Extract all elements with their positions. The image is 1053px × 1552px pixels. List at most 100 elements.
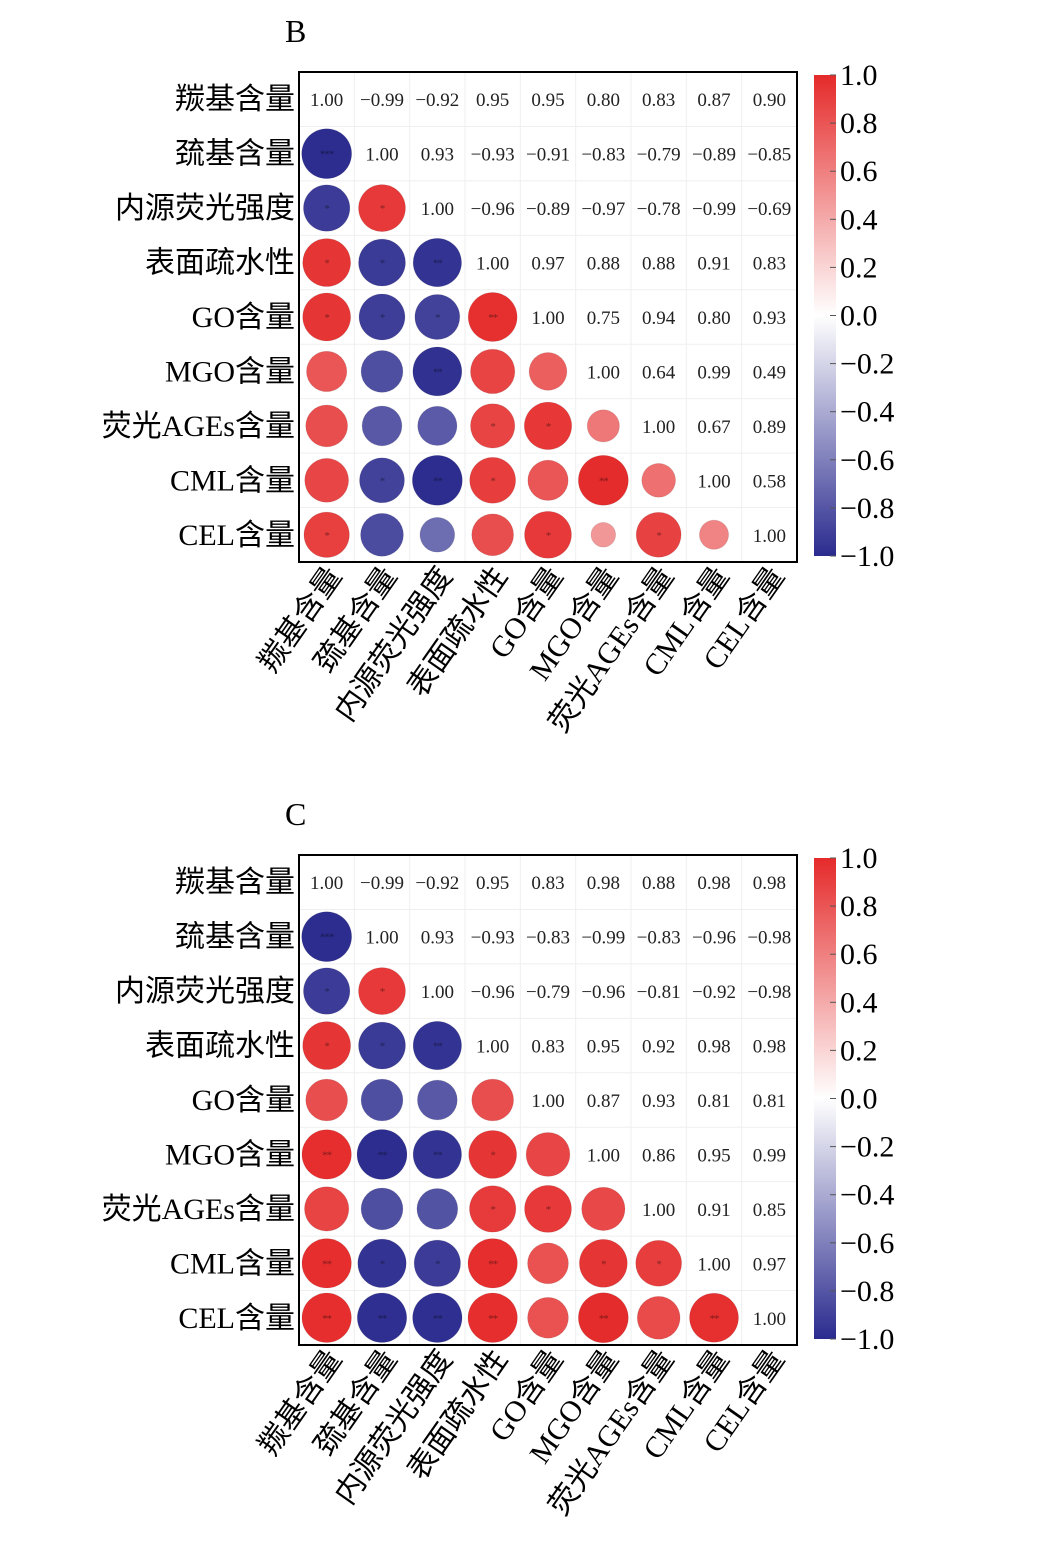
correlation-value-label: −0.96 (471, 982, 515, 1003)
colorbar-tick-label: 0.4 (840, 203, 878, 236)
correlation-circle (590, 521, 617, 548)
correlation-value-label: 0.75 (587, 308, 620, 329)
row-label: 巯基含量 (175, 138, 295, 171)
significance-mark: ** (378, 1149, 388, 1161)
correlation-circle (301, 1292, 352, 1343)
colorbar-tick-label: −0.4 (840, 1179, 894, 1212)
colorbar-tick-label: 0.2 (840, 251, 878, 284)
colorbar-tick-label: −0.4 (840, 396, 894, 429)
colorbar-tick-label: 0.6 (840, 155, 878, 188)
correlation-value-label: 1.00 (476, 254, 509, 275)
colorbar-tick-label: 0.8 (840, 107, 878, 140)
correlation-value-label: −0.83 (526, 928, 570, 949)
significance-mark: ** (322, 1313, 332, 1325)
correlation-circle (636, 1295, 681, 1340)
correlation-circle (411, 454, 463, 506)
correlation-value-label: 1.00 (365, 145, 398, 166)
correlation-value-label: −0.89 (692, 145, 736, 166)
significance-mark: * (435, 1258, 440, 1270)
correlation-circle (360, 350, 404, 393)
correlation-value-label: −0.93 (471, 928, 515, 949)
significance-mark: *** (320, 932, 334, 944)
correlation-circle (689, 1292, 739, 1343)
correlation-circle (586, 409, 620, 443)
correlation-circle (305, 1078, 349, 1122)
significance-mark: ** (488, 312, 498, 324)
row-label: 表面疏水性 (145, 247, 295, 280)
correlation-value-label: 0.95 (587, 1037, 620, 1058)
panel-label: C (285, 796, 306, 832)
correlation-value-label: −0.78 (637, 199, 681, 220)
correlation-value-label: 0.85 (753, 1200, 786, 1221)
row-label: 表面疏水性 (145, 1030, 295, 1063)
correlation-value-label: −0.91 (526, 145, 570, 166)
correlation-value-label: 1.00 (476, 1037, 509, 1058)
colorbar (814, 858, 836, 1339)
correlation-value-label: 1.00 (310, 873, 343, 894)
significance-mark: * (490, 475, 495, 487)
correlation-value-label: 0.88 (642, 254, 675, 275)
correlation-value-label: 0.64 (642, 362, 676, 383)
cell-gridlines (299, 855, 797, 1345)
correlation-circle (467, 1292, 518, 1343)
significance-mark: * (546, 421, 551, 433)
correlation-circle (412, 1020, 463, 1071)
significance-mark: * (380, 475, 385, 487)
significance-mark: * (324, 312, 329, 324)
correlation-value-label: −0.69 (747, 199, 791, 220)
correlation-value-label: 1.00 (697, 471, 730, 492)
correlation-circle (581, 1186, 626, 1232)
correlation-value-label: 0.95 (476, 90, 509, 111)
colorbar-tick-label: −0.2 (840, 348, 894, 381)
correlation-circle (577, 454, 629, 506)
correlation-circle (302, 184, 351, 232)
correlation-circle (469, 456, 517, 504)
significance-mark: * (546, 530, 551, 542)
correlation-value-label: 0.99 (753, 1145, 786, 1166)
row-label: CML含量 (170, 464, 295, 497)
correlation-circle (698, 519, 730, 550)
correlation-circle (527, 1296, 569, 1339)
significance-mark: ** (378, 1313, 388, 1325)
correlation-panel-c: C 1.00 −0.99 −0.92 0.95 0.83 0.98 0.88 0.98 0.98 *… (102, 796, 895, 1521)
significance-mark: * (324, 258, 329, 270)
correlation-value-label: 0.98 (697, 873, 730, 894)
correlation-value-label: −0.99 (692, 199, 736, 220)
colorbar-tick-label: −1.0 (840, 540, 894, 573)
correlation-value-label: −0.79 (526, 982, 570, 1003)
correlation-circle (361, 405, 403, 447)
significance-mark: * (380, 1041, 385, 1053)
correlation-circle (414, 294, 461, 340)
correlation-value-label: 0.98 (753, 873, 786, 894)
significance-mark: * (324, 986, 329, 998)
row-label: 羰基含量 (175, 866, 295, 899)
correlation-value-label: 0.90 (753, 90, 786, 111)
colorbar-tick-label: −0.8 (840, 1275, 894, 1308)
correlation-circle (357, 1238, 407, 1289)
correlation-circle (528, 352, 568, 391)
correlation-circle (358, 293, 406, 341)
correlation-circle (469, 403, 516, 449)
correlation-value-label: 0.88 (642, 873, 675, 894)
correlation-value-label: 1.00 (642, 1200, 675, 1221)
correlation-value-label: 0.93 (753, 308, 786, 329)
significance-mark: ** (322, 1258, 332, 1270)
colorbar-tick-label: −0.2 (840, 1131, 894, 1164)
correlation-value-label: 0.98 (697, 1037, 730, 1058)
significance-mark: * (380, 986, 385, 998)
correlation-value-label: 1.00 (753, 1309, 786, 1330)
correlation-value-label: 0.87 (697, 90, 730, 111)
correlation-circle (412, 237, 463, 288)
colorbar-tick-label: −0.8 (840, 492, 894, 525)
correlation-value-label: 0.97 (531, 254, 564, 275)
correlation-circle (359, 457, 405, 504)
correlation-value-label: 0.93 (421, 145, 454, 166)
correlation-value-label: −0.96 (581, 982, 625, 1003)
row-label: CEL含量 (178, 519, 295, 552)
colorbar-tick-label: 0.6 (840, 938, 878, 971)
correlation-value-label: −0.98 (747, 982, 791, 1003)
significance-mark: ** (710, 1313, 720, 1325)
significance-mark: * (324, 530, 329, 542)
correlation-circle (305, 404, 349, 448)
correlation-value-label: 0.80 (697, 308, 730, 329)
